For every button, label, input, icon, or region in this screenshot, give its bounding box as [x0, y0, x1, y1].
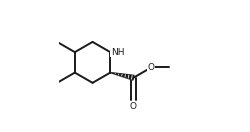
- Text: NH: NH: [111, 48, 124, 57]
- Text: O: O: [148, 63, 155, 72]
- Text: O: O: [130, 102, 137, 110]
- Polygon shape: [110, 73, 134, 80]
